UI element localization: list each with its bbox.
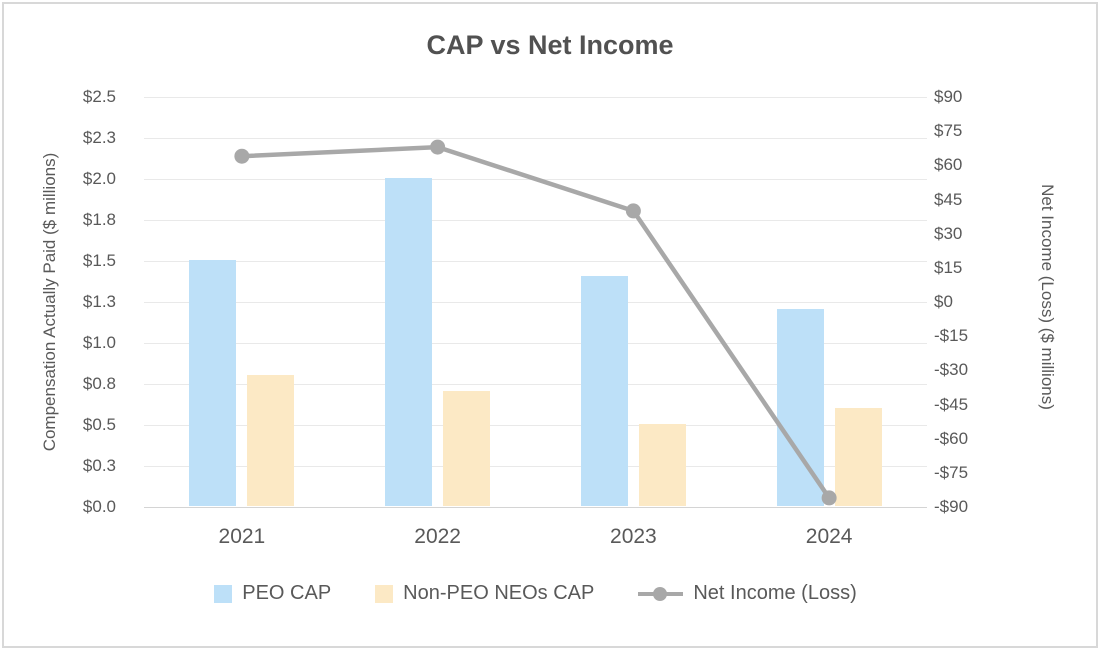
left-axis-tick-label: $2.0 <box>82 169 116 188</box>
legend: PEO CAP Non-PEO NEOs CAP Net Income (Loss) <box>4 582 1067 605</box>
left-axis-tick-label: $0.5 <box>82 415 116 434</box>
right-axis-tick-label: $75 <box>934 121 963 141</box>
gridline <box>144 220 927 221</box>
right-axis-tick-label: $30 <box>934 223 963 243</box>
non-peo-neos-cap-bar-2021 <box>247 374 295 506</box>
x-axis-line <box>144 507 927 508</box>
right-axis-tick-label: -$90 <box>934 497 969 516</box>
non-peo-neos-cap-bar-2024 <box>834 407 882 506</box>
x-axis-label-2021: 2021 <box>218 525 266 548</box>
net-income-marker-2024 <box>821 490 837 506</box>
net-income-marker-2022 <box>430 139 446 155</box>
left-axis-tick-label: $0.0 <box>82 497 116 516</box>
peo-cap-bar-2023 <box>580 276 628 506</box>
net-income-marker-2021 <box>234 148 250 164</box>
right-axis-tick-label: -$15 <box>934 326 969 346</box>
legend-item-non-peo-neos-cap: Non-PEO NEOs CAP <box>375 582 594 605</box>
right-axis-tick-label: -$60 <box>934 428 969 448</box>
right-axis-tick-label: -$30 <box>934 360 969 380</box>
x-axis-label-2022: 2022 <box>414 525 461 548</box>
x-axis-label-2024: 2024 <box>805 525 853 548</box>
right-axis-tick-label: $45 <box>934 189 963 209</box>
legend-line-dot <box>653 586 668 601</box>
gridline <box>144 302 927 303</box>
gridline <box>144 466 927 467</box>
gridline <box>144 343 927 344</box>
left-axis-tick-label: $1.3 <box>82 292 116 311</box>
gridline <box>144 138 927 139</box>
legend-item-peo-cap: PEO CAP <box>214 582 331 605</box>
left-axis-tick-label: $1.8 <box>82 210 116 229</box>
left-axis-tick-label: $0.8 <box>82 374 116 393</box>
left-axis-title: Compensation Actually Paid ($ millions) <box>40 152 59 452</box>
gridline <box>144 425 927 426</box>
non-peo-neos-cap-bar-2022 <box>443 391 491 506</box>
left-axis-tick-label: $0.3 <box>82 456 116 475</box>
right-axis-tick-label: $90 <box>934 87 963 106</box>
net-income-line-layer <box>234 139 837 506</box>
gridline <box>144 261 927 262</box>
right-axis-tick-label: -$45 <box>934 394 969 414</box>
right-axis-tick-label: $15 <box>934 257 963 277</box>
legend-line-marker-icon <box>638 585 684 603</box>
legend-item-net-income-loss: Net Income (Loss) <box>638 582 857 605</box>
legend-label: Net Income (Loss) <box>693 582 857 604</box>
x-axis-label-2023: 2023 <box>610 525 657 548</box>
gridline <box>144 97 927 98</box>
left-axis-tick-label: $1.0 <box>82 333 116 352</box>
peo-cap-bar-2021 <box>189 260 237 506</box>
peo-cap-bar-2024 <box>776 309 824 506</box>
legend-swatch-icon <box>214 584 233 603</box>
left-axis-tick-label: $2.5 <box>82 87 116 106</box>
plot-area <box>144 97 927 508</box>
right-axis-tick-label: $60 <box>934 155 963 175</box>
peo-cap-bar-2022 <box>385 178 433 506</box>
non-peo-neos-cap-bar-2023 <box>638 424 686 506</box>
legend-label: PEO CAP <box>242 582 332 604</box>
right-axis-tick-label: $0 <box>934 292 953 311</box>
gridline <box>144 384 927 385</box>
net-income-marker-2023 <box>625 203 641 219</box>
right-axis-title: Net Income (Loss) ($ millions) <box>1038 184 1057 410</box>
legend-swatch-icon <box>375 584 394 603</box>
legend-label: Non-PEO NEOs CAP <box>403 582 595 604</box>
net-income-line <box>241 144 831 500</box>
right-axis-tick-label: -$75 <box>934 462 969 482</box>
left-axis-tick-label: $2.3 <box>82 128 116 147</box>
chart-title: CAP vs Net Income <box>426 30 674 60</box>
left-axis-tick-label: $1.5 <box>82 251 116 270</box>
